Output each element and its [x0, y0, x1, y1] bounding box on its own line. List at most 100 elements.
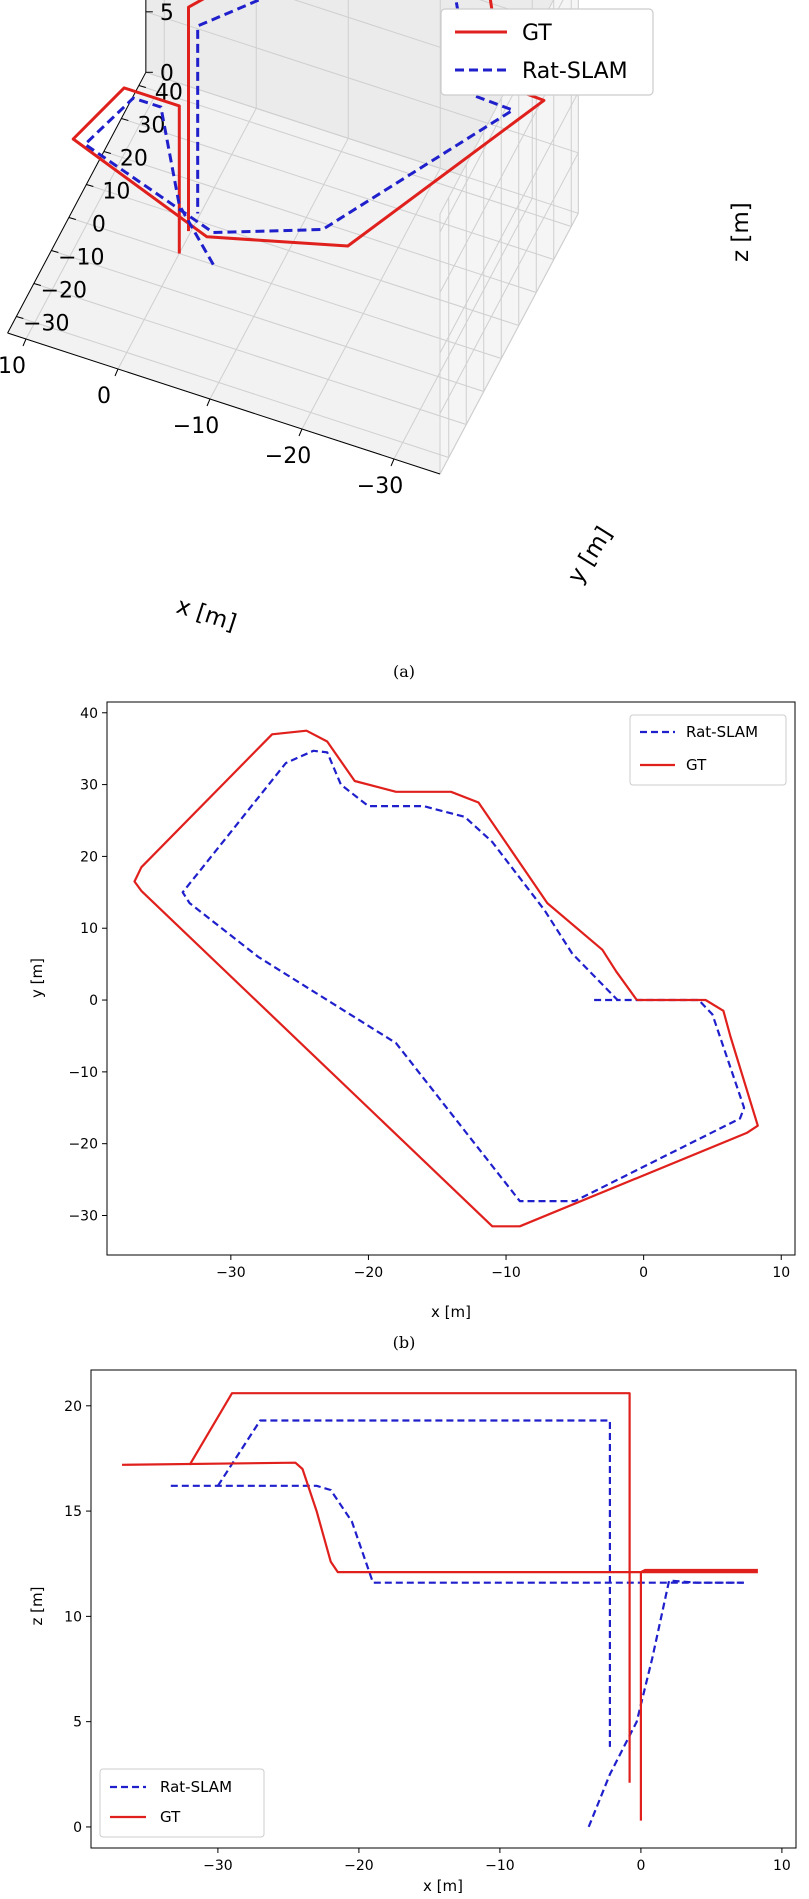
x-axis-label: x [m]: [423, 1877, 463, 1895]
y-tick-label: −30: [23, 312, 69, 337]
grid-line-x: [117, 108, 257, 370]
grid-line-y: [121, 118, 554, 260]
x-tick-label: −20: [344, 1858, 374, 1874]
grid-line-y: [51, 250, 484, 392]
y-tick-label: 40: [80, 706, 98, 722]
panel-c-xz-trajectory: −30 −20 −10 0 10 0 5 10 15 20 x [m] z [m] Rat-SLA…: [28, 1369, 797, 1895]
grid-line-z: [145, 71, 579, 214]
y-tick-mark: [68, 217, 76, 220]
legend-label-gt: GT: [686, 756, 707, 774]
grid-line-z: [479, 0, 579, 33]
y-axis-label: y [m]: [563, 522, 618, 588]
y-tick-label: 15: [64, 1504, 82, 1520]
y-tick-label: 30: [80, 778, 98, 794]
x-tick-label: −20: [265, 444, 311, 469]
x-tick-label: 10: [0, 354, 26, 379]
grid-line-x: [25, 78, 165, 340]
legend-label-rat-slam: Rat-SLAM: [522, 59, 628, 84]
plot-area-frame: [106, 701, 796, 1256]
y-tick-mark: [121, 118, 129, 121]
x-tick-label: 0: [639, 1265, 648, 1281]
y-tick-mark: [33, 283, 41, 286]
x-axis-label: x [m]: [431, 1303, 471, 1321]
legend-label-rat-slam: Rat-SLAM: [160, 1778, 232, 1796]
axis-ticks: −30 −20 −10 0 10 0 5 10 15 20: [64, 1399, 791, 1874]
y-tick-mark: [86, 184, 94, 187]
y-tick-label: −10: [68, 1065, 98, 1081]
grid-line-y: [103, 151, 537, 293]
y-tick-mark: [16, 316, 24, 319]
series-line-rat-slam: [216, 1419, 611, 1747]
series-line-gt: [188, 1392, 631, 1783]
grid-line-x: [301, 168, 441, 430]
x-tick-label: −10: [485, 1858, 515, 1874]
grid-line-y: [16, 316, 449, 458]
grid-line-x: [209, 138, 349, 400]
y-tick-label: 0: [92, 213, 106, 238]
x-tick-label: −20: [354, 1265, 384, 1281]
x-tick-label: −10: [491, 1265, 521, 1281]
y-tick-label: −10: [58, 246, 104, 271]
series-line-rat-slam: [168, 1484, 744, 1584]
z-tick-label: 5: [160, 1, 174, 26]
legend: GT Rat-SLAM: [440, 8, 654, 96]
grid-line-y: [33, 283, 467, 425]
y-tick-label: 5: [73, 1715, 82, 1731]
x-axis-label: x [m]: [173, 593, 239, 637]
grid-line-y: [68, 217, 502, 359]
y-tick-mark: [103, 151, 111, 154]
caption-a: (a): [393, 662, 415, 681]
x-axis-line: [7, 332, 441, 475]
y-tick-label: 20: [120, 147, 148, 172]
x-tick-label: 10: [773, 1858, 791, 1874]
x-tick-label: 0: [97, 384, 111, 409]
panel-b-xy-trajectory: −30 −20 −10 0 10 −30 −20 −10 0 10 20 30 40 x [m] y […: [28, 701, 796, 1352]
x-tick-label: 10: [772, 1265, 790, 1281]
legend: Rat-SLAM GT: [99, 1768, 265, 1838]
x-tick-mark: [114, 368, 119, 377]
y-tick-label: 30: [137, 114, 165, 139]
grid-line-z: [439, 92, 579, 354]
y-tick-label: 10: [64, 1609, 82, 1625]
caption-b: (b): [393, 1333, 416, 1352]
legend-label-rat-slam: Rat-SLAM: [686, 723, 758, 741]
y-tick-label: 0: [73, 1820, 82, 1836]
y-axis-line: [7, 72, 147, 334]
grid-line-z: [439, 152, 579, 414]
legend-box: [99, 1768, 265, 1838]
x-tick-mark: [298, 428, 303, 437]
axis-ticks: −30 −20 −10 0 10 −30 −20 −10 0 10 20 30 40: [68, 706, 790, 1281]
grid-line-y: [138, 85, 572, 227]
x-tick-label: 0: [636, 1858, 645, 1874]
x-tick-label: −10: [173, 414, 219, 439]
legend: Rat-SLAM GT: [629, 714, 787, 786]
series-line-rat-slam: [181, 749, 746, 1203]
y-tick-label: 10: [102, 180, 130, 205]
x-tick-mark: [22, 338, 27, 347]
y-tick-label: 10: [80, 921, 98, 937]
series-line-rat-slam: [83, 0, 515, 266]
series-lines: [121, 1392, 758, 1828]
y-tick-label: 20: [64, 1399, 82, 1415]
x-tick-mark: [390, 458, 395, 467]
z-tick-label: 0: [160, 61, 174, 86]
grid-line-x: [393, 198, 533, 460]
axes-3d-panes: [6, 0, 580, 475]
y-axis-label: y [m]: [28, 958, 46, 998]
series-line-gt: [121, 1461, 758, 1574]
y-tick-label: −30: [68, 1209, 98, 1225]
grid-line-z: [439, 213, 579, 475]
series-line-gt: [133, 729, 759, 1228]
z-axis-label: z [m]: [728, 202, 754, 262]
y-tick-mark: [51, 250, 59, 253]
plot-area-frame: [90, 1369, 797, 1849]
y-tick-label: 0: [89, 993, 98, 1009]
y-axis-label: z [m]: [28, 1587, 46, 1626]
x-tick-mark: [206, 398, 211, 407]
series-lines: [133, 729, 759, 1228]
legend-label-gt: GT: [522, 21, 552, 46]
grid-line-y: [86, 184, 519, 326]
